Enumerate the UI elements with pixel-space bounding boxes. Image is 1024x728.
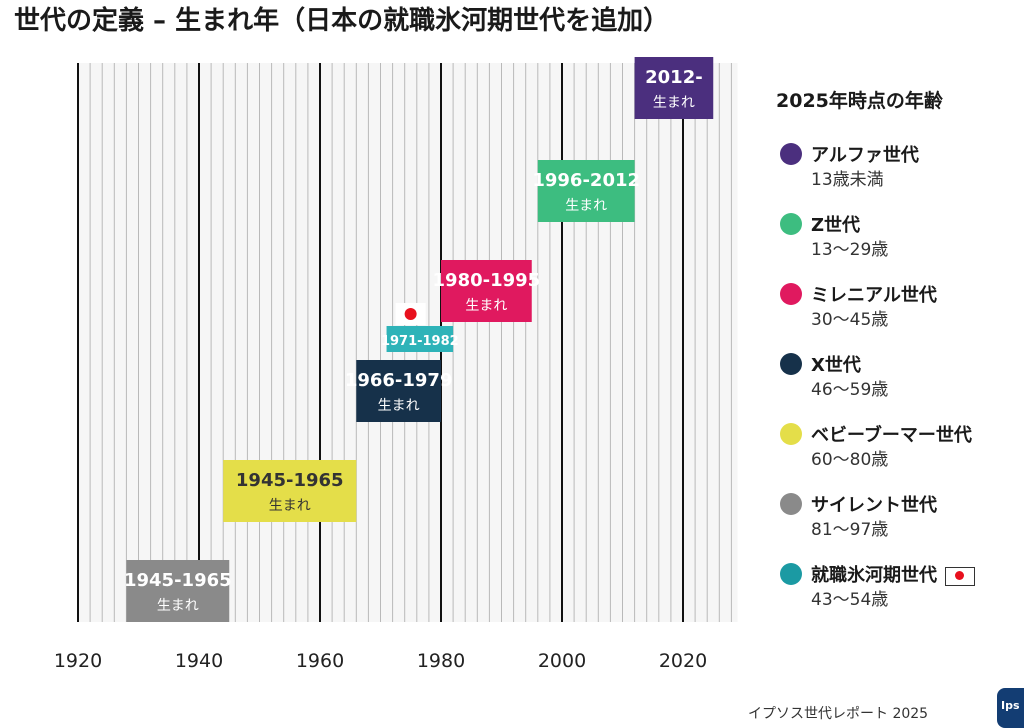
bar-range-label: 1996-2012	[532, 170, 640, 191]
chart-title: 世代の定義 – 生まれ年（日本の就職氷河期世代を追加）	[14, 6, 670, 36]
bar-rect	[126, 560, 230, 622]
x-tick-label: 2000	[538, 650, 586, 672]
legend-age: 43〜54歳	[811, 590, 889, 610]
bar-rect	[441, 260, 532, 322]
generation-bar: 1980-1995 生まれ	[433, 260, 541, 322]
bar-rect	[386, 326, 454, 352]
legend-age: 13〜29歳	[811, 240, 889, 260]
bar-range-label: 1945-1965	[236, 470, 344, 491]
bar-sub-label: 生まれ	[465, 298, 507, 314]
legend-name: ミレニアル世代	[811, 285, 937, 306]
legend-age: 46〜59歳	[811, 380, 889, 400]
legend-age: 60〜80歳	[811, 450, 889, 470]
ipsos-logo: Ips	[997, 688, 1024, 728]
bar-rect	[356, 360, 441, 422]
legend-name: ベビーブーマー世代	[811, 425, 972, 446]
legend-age: 81〜97歳	[811, 520, 889, 540]
legend-dot-icon	[780, 493, 802, 515]
x-tick-label: 1940	[175, 650, 223, 672]
legend-dot-icon	[780, 563, 802, 585]
generation-bar: 1971-1982	[381, 326, 459, 352]
generation-bar: 2012- 生まれ	[634, 57, 714, 119]
legend-dot-icon	[780, 213, 802, 235]
bar-sub-label: 生まれ	[269, 498, 311, 514]
japan-flag-sun	[404, 308, 417, 320]
bar-sub-label: 生まれ	[565, 198, 607, 214]
legend-heading: 2025年時点の年齢	[776, 90, 943, 112]
generation-bar: 1945-1965 生まれ	[124, 560, 232, 622]
bar-sub-label: 生まれ	[378, 398, 420, 414]
x-tick-label: 1920	[54, 650, 102, 672]
bar-range-label: 2012-	[645, 67, 703, 88]
x-tick-label: 1980	[417, 650, 465, 672]
legend-age: 13歳未満	[811, 170, 884, 190]
bar-rect	[634, 57, 714, 119]
legend-name: アルファ世代	[811, 145, 919, 166]
generation-bar: 1945-1965 生まれ	[223, 460, 357, 522]
legend-name: X世代	[811, 355, 861, 376]
x-tick-label: 1960	[296, 650, 344, 672]
legend-dot-icon	[780, 283, 802, 305]
legend-dot-icon	[780, 353, 802, 375]
bar-range-label: 1966-1979	[345, 370, 453, 391]
bar-sub-label: 生まれ	[653, 95, 695, 111]
generation-bar: 1966-1979 生まれ	[345, 360, 453, 422]
bar-range-label: 1971-1982	[381, 334, 459, 349]
japan-flag-icon	[945, 566, 975, 586]
legend-name: 就職氷河期世代	[811, 561, 975, 587]
source-note: イプソス世代レポート 2025	[748, 706, 929, 722]
bar-rect	[537, 160, 635, 222]
generation-bar: 1996-2012 生まれ	[532, 160, 640, 222]
x-tick-label: 2020	[659, 650, 707, 672]
bar-sub-label: 生まれ	[157, 598, 199, 614]
legend-dot-icon	[780, 143, 802, 165]
legend-name: サイレント世代	[811, 495, 937, 516]
legend-name: Z世代	[811, 215, 861, 236]
legend-dot-icon	[780, 423, 802, 445]
bar-range-label: 1980-1995	[433, 270, 541, 291]
timeline-chart: 1920 1940 1960 1980 2000 20201945-1965生まれ1945…	[53, 57, 732, 672]
bar-range-label: 1945-1965	[124, 570, 232, 591]
legend-age: 30〜45歳	[811, 310, 889, 330]
bar-rect	[223, 460, 357, 522]
